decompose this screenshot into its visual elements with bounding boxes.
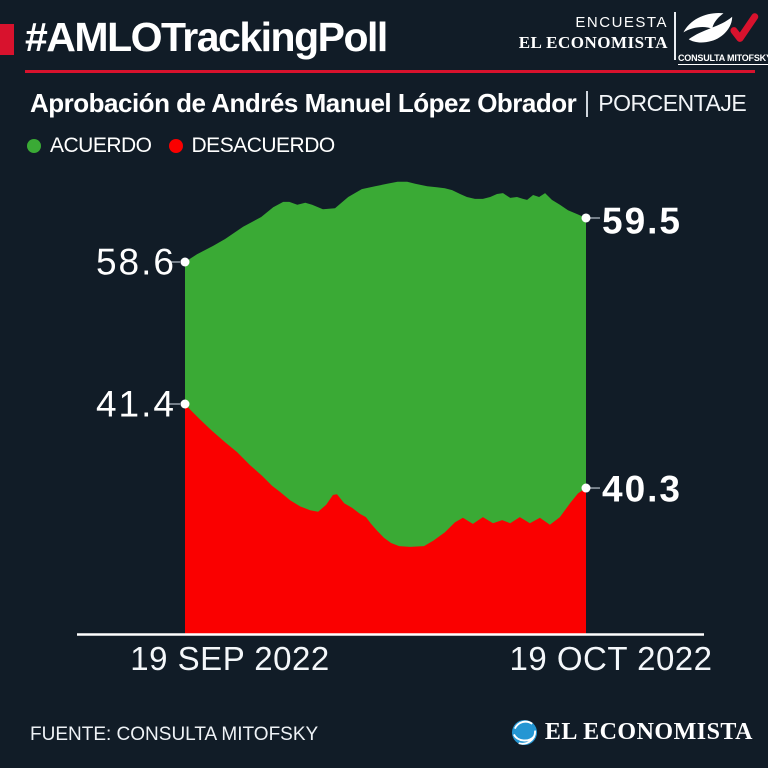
bird-checkmark-icon xyxy=(683,12,759,43)
hashtag-title: #AMLOTrackingPoll xyxy=(25,14,388,60)
legend-dot-acuerdo xyxy=(27,139,41,153)
endpoint-dot xyxy=(581,483,591,493)
mitofsky-logo: CONSULTA MITOFSKY xyxy=(678,8,768,66)
acuerdo-start-value-label: 58.6 xyxy=(95,241,176,283)
desacuerdo-end-value-label: 40.3 xyxy=(602,468,683,510)
area-desacuerdo xyxy=(185,404,586,634)
endpoint-dot xyxy=(581,213,591,223)
x-axis-start-label: 19 SEP 2022 xyxy=(130,640,330,677)
subtitle-row: Aprobación de Andrés Manuel López Obrado… xyxy=(30,88,747,119)
endpoint-dot xyxy=(180,257,190,267)
legend: ACUERDO DESACUERDO xyxy=(27,134,343,158)
endpoint-dots xyxy=(180,213,591,493)
x-axis-end-label: 19 OCT 2022 xyxy=(509,640,713,677)
chart-title: Aprobación de Andrés Manuel López Obrado… xyxy=(30,88,577,118)
header-divider xyxy=(674,12,676,60)
title-divider xyxy=(586,90,589,117)
economista-masthead: EL ECONOMISTA xyxy=(518,33,668,52)
source-label: FUENTE: CONSULTA MITOFSKY xyxy=(30,724,319,745)
globe-e-icon xyxy=(511,719,537,746)
acuerdo-end-value-label: 59.5 xyxy=(602,200,683,242)
legend-label-acuerdo: ACUERDO xyxy=(50,134,152,157)
value-connectors xyxy=(169,217,600,489)
economista-footer-wordmark: EL ECONOMISTA xyxy=(544,719,753,745)
legend-dot-desacuerdo xyxy=(168,139,183,153)
legend-label-desacuerdo: DESACUERDO xyxy=(191,134,336,157)
header-rule xyxy=(25,70,755,73)
accent-square xyxy=(0,24,14,55)
encuesta-label: ENCUESTA xyxy=(575,14,668,31)
encuesta-economista-brand: ENCUESTA EL ECONOMISTA xyxy=(519,15,668,51)
endpoint-dot xyxy=(180,399,190,409)
mitofsky-label: CONSULTA MITOFSKY xyxy=(678,53,768,65)
economista-footer-brand: EL ECONOMISTA xyxy=(511,719,753,746)
unit-label: PORCENTAJE xyxy=(598,90,747,116)
desacuerdo-start-value-label: 41.4 xyxy=(95,383,176,425)
